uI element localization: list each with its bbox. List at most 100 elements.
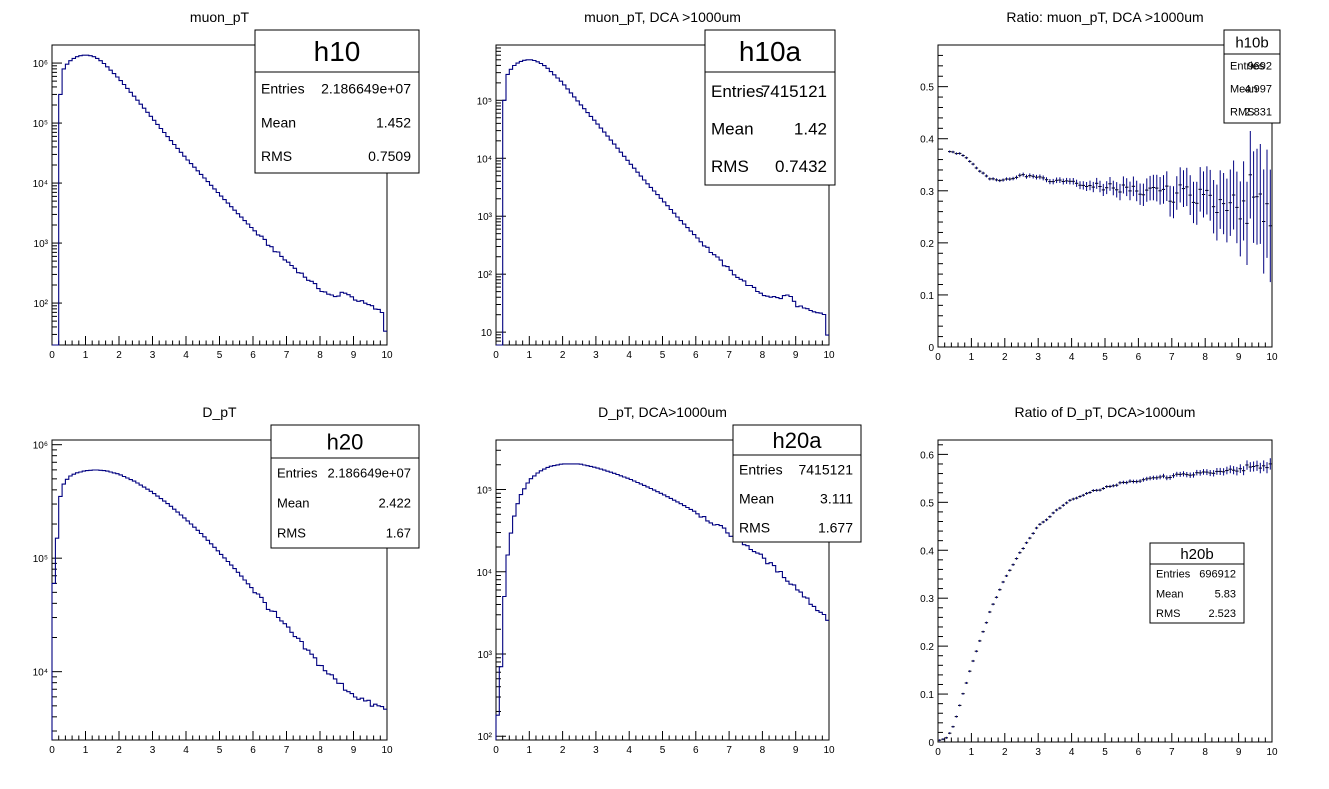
stats-mean-label: Mean [711,119,754,138]
ratio-point [1188,472,1192,478]
stats-mean-value: 5.83 [1215,588,1236,600]
stats-entries-label: Entries [1230,60,1265,72]
ratio-point [1155,475,1159,480]
ratio-point [1168,185,1172,217]
chart-title: Ratio of D_pT, DCA>1000um [1015,404,1196,420]
ratio-point [1125,480,1129,485]
ratio-point [1105,485,1109,489]
ratio-point [1178,471,1182,477]
ratio-point [1024,541,1029,544]
ratio-point [1235,466,1239,476]
x-tick-label: 8 [317,350,323,361]
ratio-point [1031,532,1035,535]
ratio-point [1074,179,1079,187]
ratio-point [1258,462,1262,474]
ratio-point [1171,473,1176,479]
ratio-point [984,174,989,178]
x-tick-label: 3 [1035,747,1041,758]
stats-box-frame [1149,542,1245,624]
ratio-point [1011,563,1015,566]
x-tick-label: 9 [1236,747,1242,758]
ratio-point [1238,181,1242,257]
x-tick-label: 7 [1169,747,1175,758]
histogram-line [496,59,829,346]
ratio-point [991,177,995,181]
ratio-point [1211,180,1216,234]
stats-mean-label: Mean [1230,83,1258,95]
ratio-point [1128,479,1132,483]
ratio-point [1121,176,1125,194]
ratio-point [1175,176,1179,210]
ratio-point [1018,551,1022,554]
ratio-point [1081,181,1085,190]
ratio-point [961,154,965,157]
ratio-point [988,177,992,181]
ratio-point [948,732,952,735]
ratio-point [1108,484,1112,488]
ratio-point [1218,467,1222,475]
x-tick-label: 7 [726,745,732,756]
ratio-point [1161,473,1166,479]
x-tick-label: 8 [1202,352,1208,363]
ratio-point [1101,183,1105,196]
stats-mean-value: 1.452 [376,114,411,130]
x-tick-label: 2 [1002,747,1008,758]
ratio-point [1041,175,1045,181]
ratio-point [974,650,979,653]
ratio-point [1141,183,1146,206]
ratio-point [1125,178,1129,197]
stats-mean-value: 3.111 [820,490,853,506]
x-tick-label: 0 [935,747,941,758]
ratio-point [1061,503,1065,507]
y-tick-label: 0.5 [920,498,934,509]
y-tick-label: 10⁴ [33,668,48,679]
ratio-point [1211,470,1216,477]
stats-rms-label: RMS [1156,608,1180,620]
ratio-point [958,704,962,707]
x-tick-label: 1 [83,350,89,361]
ratio-point [1058,506,1062,510]
ratio-point [1265,462,1269,474]
x-tick-label: 2 [560,350,566,361]
stats-mean-label: Mean [739,490,774,506]
ratio-point [948,150,952,153]
x-tick-label: 3 [150,745,156,756]
y-tick-label: 10³ [478,650,493,661]
x-tick-label: 1 [527,745,533,756]
ratio-point [1074,496,1079,500]
ratio-point [1051,178,1055,185]
x-tick-label: 0 [493,745,499,756]
stats-entries-label: Entries [739,461,783,477]
ratio-point [994,596,999,599]
stats-rms-value: 0.7432 [775,157,827,176]
ratio-point [1181,170,1186,207]
ratio-point [1108,177,1112,191]
stats-entries-value: 7415121 [761,82,827,101]
y-tick-label: 10⁵ [33,119,48,130]
stats-entries-value: 7415121 [798,461,853,477]
y-tick-label: 0.4 [920,546,934,557]
ratio-point [1098,180,1102,193]
y-tick-label: 0.1 [920,291,934,302]
x-tick-label: 10 [1266,352,1278,363]
ratio-point [1038,174,1042,180]
x-tick-label: 10 [823,350,835,361]
ratio-point [968,670,972,673]
x-tick-label: 6 [693,745,699,756]
ratio-point [938,739,942,742]
ratio-point [1252,151,1256,243]
ratio-point [978,639,982,642]
x-tick-label: 3 [1035,352,1041,363]
x-tick-label: 4 [183,745,189,756]
stats-entries-value: 9692 [1248,60,1272,72]
y-tick-label: 0.6 [920,450,934,461]
stats-box-frame [704,29,836,186]
ratio-point [1198,470,1202,476]
y-tick-label: 0.3 [920,187,934,198]
x-tick-label: 1 [969,747,975,758]
ratio-point [1078,181,1082,190]
x-tick-label: 4 [183,350,189,361]
x-tick-label: 5 [660,350,666,361]
y-tick-label: 10³ [34,239,49,250]
ratio-point [1115,483,1119,487]
